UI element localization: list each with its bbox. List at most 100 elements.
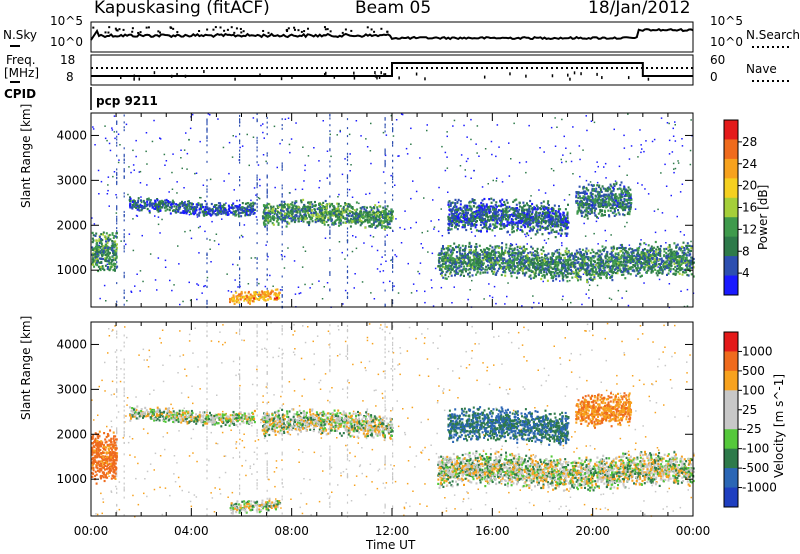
echo-cell <box>235 205 238 208</box>
echo-cell <box>113 245 116 248</box>
scatter-dot <box>365 138 367 140</box>
scatter-dot <box>196 298 198 301</box>
echo-cell <box>171 199 174 202</box>
noise-dot <box>329 30 332 33</box>
echo-cell <box>267 209 270 212</box>
echo-cell <box>366 216 369 219</box>
echo-cell <box>115 232 118 235</box>
echo-cell <box>254 291 257 294</box>
echo-cell <box>106 237 109 240</box>
echo-cell <box>456 251 458 254</box>
scatter-dot <box>487 183 489 185</box>
echo-cell <box>286 222 289 225</box>
echo-cell <box>387 218 390 221</box>
echo-cell <box>375 216 377 220</box>
nave-dip <box>184 74 187 78</box>
echo-cell <box>99 245 102 248</box>
echo-cell <box>222 212 225 215</box>
echo-cell <box>205 210 208 214</box>
echo-cell <box>98 238 101 241</box>
echo-cell <box>272 215 275 218</box>
scatter-dot <box>349 170 351 172</box>
echo-cell <box>377 218 380 221</box>
streak-dot <box>116 141 118 144</box>
echo-cell <box>621 245 624 249</box>
streak-dot <box>346 159 349 162</box>
scatter-dot <box>135 139 137 142</box>
scatter-dot <box>424 290 426 293</box>
noise-dot <box>366 26 369 29</box>
noise-dot <box>287 27 290 30</box>
scatter-dot <box>674 124 676 126</box>
scatter-dot <box>446 156 448 158</box>
echo-cell <box>183 211 186 214</box>
streak-dot <box>384 126 386 129</box>
scatter-dot <box>185 132 187 134</box>
scatter-dot <box>380 263 382 266</box>
echo-cell <box>325 206 328 210</box>
noise-dot <box>219 26 222 29</box>
echo-cell <box>266 204 268 207</box>
echo-cell <box>378 205 381 208</box>
echo-cell <box>388 222 391 226</box>
streak-dot <box>239 114 241 117</box>
echo-cell <box>294 208 297 211</box>
scatter-dot <box>588 289 590 291</box>
echo-cell <box>324 215 327 218</box>
echo-cell <box>114 269 116 272</box>
scatter-dot <box>406 153 409 155</box>
echo-cell <box>142 205 144 208</box>
streak-dot <box>392 128 394 130</box>
echo-cell <box>237 215 240 218</box>
echo-cell <box>517 250 520 253</box>
streak-dot <box>116 222 118 225</box>
echo-cell <box>534 250 537 253</box>
noise-dot <box>293 28 296 31</box>
nave-tick-bottom: 0 <box>710 70 718 84</box>
echo-cell <box>314 200 316 204</box>
scatter-dot <box>159 177 161 180</box>
echo-cell <box>342 209 345 212</box>
streak-dot <box>206 136 208 139</box>
streak-dot <box>123 297 125 299</box>
scatter-dot <box>452 125 454 127</box>
streak-dot <box>256 183 258 186</box>
echo-cell <box>154 199 157 202</box>
scatter-dot <box>637 156 639 158</box>
streak-dot <box>239 236 241 239</box>
echo-cell <box>183 202 186 205</box>
echo-cell <box>349 205 352 208</box>
echo-cell <box>508 268 510 271</box>
echo-cell <box>252 209 255 212</box>
echo-cell <box>324 199 327 203</box>
streak-dot <box>123 247 125 250</box>
scatter-dot <box>283 255 286 258</box>
scatter-dot <box>469 289 471 291</box>
echo-cell <box>601 245 604 248</box>
echo-cell <box>286 203 289 207</box>
scatter-dot <box>433 228 435 230</box>
echo-cell <box>137 199 140 202</box>
echo-cell <box>351 207 354 210</box>
nsky-tick-top: 10^5 <box>50 14 83 28</box>
freq-unit-label: [MHz] <box>4 66 40 80</box>
streak-dot <box>239 139 241 142</box>
echo-cell <box>640 251 643 254</box>
echo-cell <box>114 263 117 266</box>
echo-cell <box>134 204 137 207</box>
echo-cell <box>501 257 504 260</box>
scatter-dot <box>563 272 565 274</box>
echo-cell <box>246 210 249 213</box>
echo-cell <box>316 207 319 210</box>
scatter-dot <box>284 118 287 120</box>
scatter-dot <box>508 175 511 177</box>
scatter-dot <box>589 181 592 183</box>
echo-cell <box>102 257 104 261</box>
echo-cell <box>519 245 522 248</box>
scatter-dot <box>569 152 572 155</box>
echo-cell <box>318 214 321 217</box>
scatter-dot <box>490 140 493 143</box>
streak-dot <box>346 191 349 194</box>
echo-cell <box>164 204 167 207</box>
noise-dot <box>206 28 209 31</box>
